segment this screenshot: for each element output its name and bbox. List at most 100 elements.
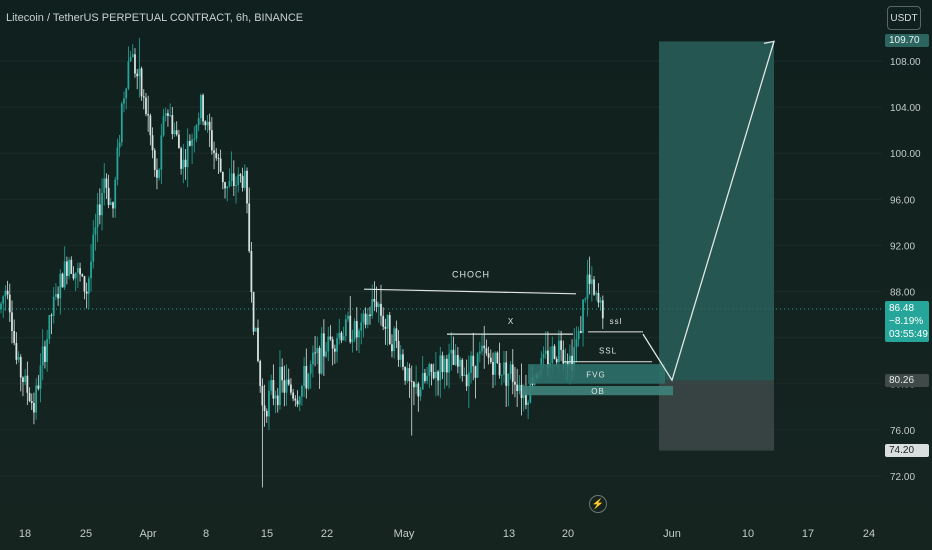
candle-down: [579, 316, 582, 334]
candle-body: [514, 381, 516, 385]
candle-body: [342, 336, 345, 341]
candle-down: [65, 256, 68, 285]
candle-down: [241, 167, 244, 192]
candle-body: [601, 300, 604, 319]
candle-body: [210, 130, 213, 151]
candle-down: [384, 318, 387, 345]
candle-body: [384, 326, 387, 329]
candle-body: [28, 392, 31, 402]
ssl-upper-label: ssl: [610, 317, 623, 326]
candle-up: [199, 93, 202, 125]
candle-body: [573, 347, 576, 371]
candle-up: [39, 353, 42, 403]
current-change: −8.19%: [889, 316, 924, 328]
candle-body: [520, 384, 523, 399]
target-price-tag: 109.70: [885, 34, 929, 48]
candle-body: [81, 274, 84, 277]
candle-body: [232, 173, 235, 186]
candle-up: [481, 334, 483, 356]
candle-body: [112, 202, 114, 209]
candle-down: [145, 93, 147, 117]
candle-up: [459, 356, 461, 379]
entry-price-tag: 80.26: [885, 373, 929, 387]
candle-body: [516, 384, 519, 392]
candle-body: [599, 300, 602, 303]
candle-down: [593, 276, 595, 297]
candle-body: [402, 354, 404, 367]
candle-up: [582, 298, 584, 347]
candle-up: [301, 384, 303, 406]
candle-body: [241, 175, 244, 188]
candle-body: [35, 385, 38, 413]
candle-body: [131, 54, 134, 58]
candle-up: [351, 329, 354, 353]
candle-body: [109, 202, 112, 205]
candle-body: [48, 314, 51, 340]
candle-down: [489, 349, 492, 364]
candle-down: [333, 344, 336, 364]
x-tick-label: 15: [261, 528, 273, 540]
candle-down: [136, 68, 139, 90]
candle-down: [142, 89, 145, 110]
candle-body: [175, 130, 178, 135]
candle-up: [500, 374, 503, 386]
candle-up: [87, 276, 90, 310]
currency-button[interactable]: USDT: [887, 6, 921, 30]
candle-up: [279, 350, 281, 410]
y-tick-label: 92.00: [890, 241, 915, 252]
candle-body: [85, 291, 88, 294]
candle-body: [285, 379, 288, 393]
candle-body: [443, 358, 446, 373]
candle-down: [474, 365, 477, 399]
candle-down: [224, 181, 226, 199]
candle-body: [410, 381, 413, 383]
candle-body: [406, 368, 409, 381]
candle-body: [217, 158, 220, 159]
candle-up: [320, 326, 323, 375]
candle-down: [265, 408, 268, 423]
candle-up: [362, 309, 365, 338]
candle-body: [503, 362, 505, 375]
candle-body: [224, 182, 226, 189]
y-tick-label: 88.00: [890, 288, 915, 299]
candle-body: [421, 372, 424, 390]
candle-up: [182, 144, 185, 184]
candle-down: [112, 201, 114, 218]
candle-body: [254, 327, 257, 332]
candle-up: [386, 314, 389, 346]
candle-down: [283, 365, 286, 407]
candle-body: [424, 372, 426, 382]
candle-down: [410, 365, 413, 436]
candle-body: [487, 353, 490, 358]
candle-body: [492, 362, 494, 375]
candle-body: [419, 389, 422, 397]
candle-up: [443, 355, 446, 389]
candle-down: [483, 325, 486, 369]
candle-up: [285, 364, 288, 406]
candle-body: [0, 303, 2, 310]
current-price-tag: 86.48 −8.19% 03:55:49: [885, 301, 929, 343]
candle-body: [496, 352, 499, 364]
candle-body: [259, 360, 262, 386]
candle-body: [498, 363, 501, 376]
x-tick-label: 8: [203, 528, 209, 540]
chart-title: Litecoin / TetherUS PERPETUAL CONTRACT, …: [6, 12, 304, 24]
candle-body: [2, 296, 5, 304]
candle-up: [448, 343, 450, 389]
x-tick-label: 18: [19, 528, 31, 540]
candle-body: [178, 134, 180, 149]
candle-down: [505, 351, 508, 408]
candle-body: [544, 350, 547, 355]
candle-body: [584, 298, 587, 300]
ssl-lower-label: SSL: [599, 347, 617, 356]
candle-down: [188, 134, 191, 147]
lightning-icon[interactable]: ⚡: [589, 495, 607, 513]
candle-body: [483, 345, 486, 349]
candle-up: [35, 378, 38, 420]
candle-body: [281, 366, 284, 381]
candle-body: [542, 354, 545, 359]
bar-countdown: 03:55:49: [889, 329, 928, 341]
candle-down: [208, 113, 211, 147]
